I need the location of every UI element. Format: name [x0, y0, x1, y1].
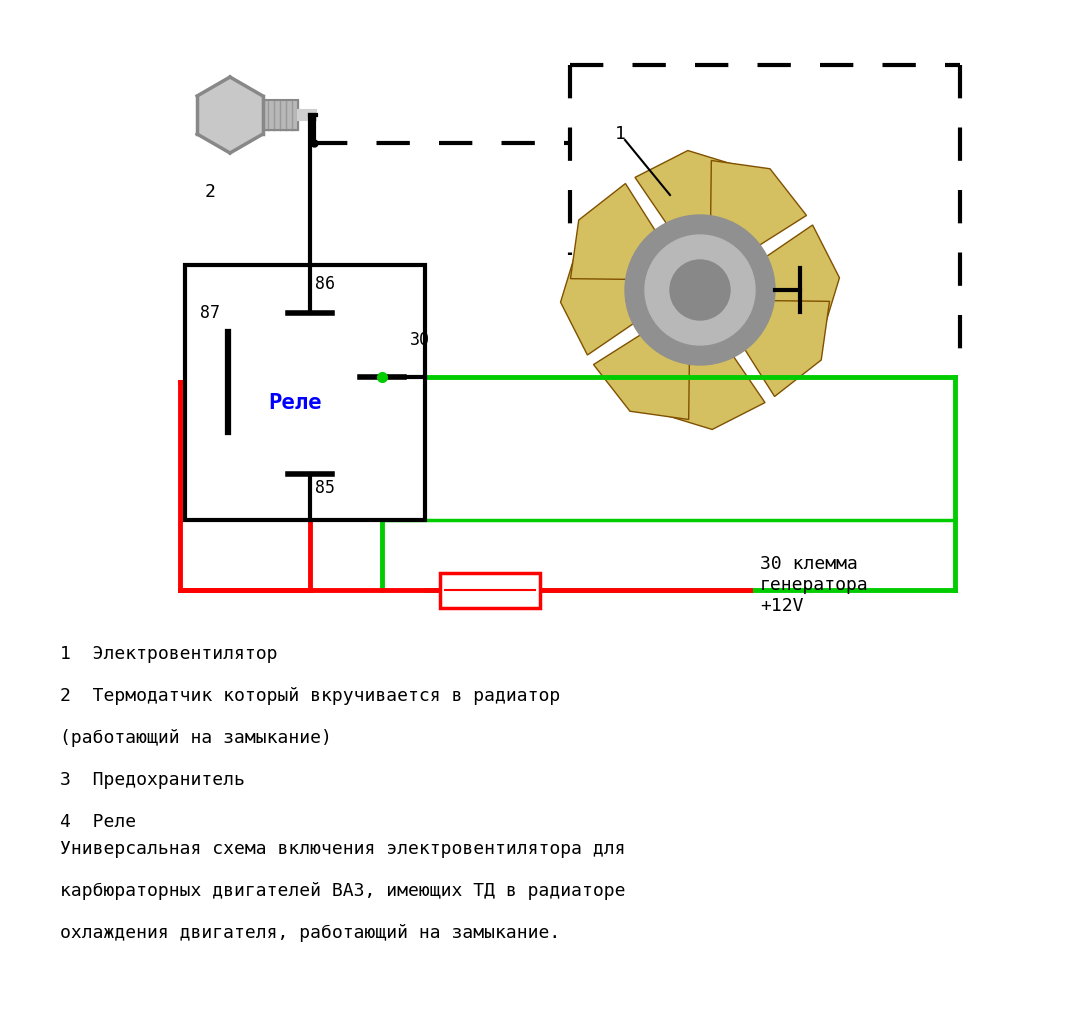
Text: 1: 1 [615, 125, 625, 143]
Circle shape [645, 235, 755, 345]
Text: 2  Термодатчик который вкручивается в радиатор: 2 Термодатчик который вкручивается в рад… [60, 687, 561, 705]
Bar [440, 573, 540, 608]
Text: 1  Электровентилятор: 1 Электровентилятор [60, 645, 278, 663]
Polygon shape [710, 160, 807, 274]
Polygon shape [197, 77, 262, 153]
Circle shape [670, 260, 730, 320]
Text: 3  Предохранитель: 3 Предохранитель [60, 771, 245, 789]
Bar [298, 110, 316, 120]
Text: Реле: Реле [269, 393, 322, 413]
Polygon shape [715, 300, 829, 397]
Polygon shape [197, 77, 262, 153]
Polygon shape [197, 77, 262, 153]
Bar [185, 265, 426, 520]
Text: 86: 86 [314, 275, 335, 293]
Polygon shape [720, 225, 839, 334]
Text: 4  Реле: 4 Реле [60, 813, 136, 831]
Polygon shape [197, 77, 262, 153]
Text: 87: 87 [200, 305, 220, 322]
Text: (работающий на замыкание): (работающий на замыкание) [60, 728, 332, 747]
Text: Универсальная схема включения электровентилятора для: Универсальная схема включения электровен… [60, 840, 625, 858]
Polygon shape [594, 306, 690, 420]
Polygon shape [570, 184, 685, 281]
Polygon shape [197, 77, 262, 153]
Polygon shape [635, 150, 744, 270]
Text: 2: 2 [204, 183, 215, 201]
Text: 30: 30 [409, 331, 430, 349]
Text: карбюраторных двигателей ВАЗ, имеющих ТД в радиаторе: карбюраторных двигателей ВАЗ, имеющих ТД… [60, 882, 625, 900]
Circle shape [625, 215, 775, 365]
Text: 30 клемма
генератора
+12V: 30 клемма генератора +12V [760, 555, 868, 614]
Text: охлаждения двигателя, работающий на замыкание.: охлаждения двигателя, работающий на замы… [60, 924, 561, 942]
Polygon shape [561, 245, 680, 355]
Text: 85: 85 [314, 479, 335, 497]
Polygon shape [656, 310, 765, 430]
Bar [264, 100, 298, 130]
Bar [264, 100, 298, 130]
Circle shape [654, 265, 725, 335]
Polygon shape [197, 77, 262, 153]
